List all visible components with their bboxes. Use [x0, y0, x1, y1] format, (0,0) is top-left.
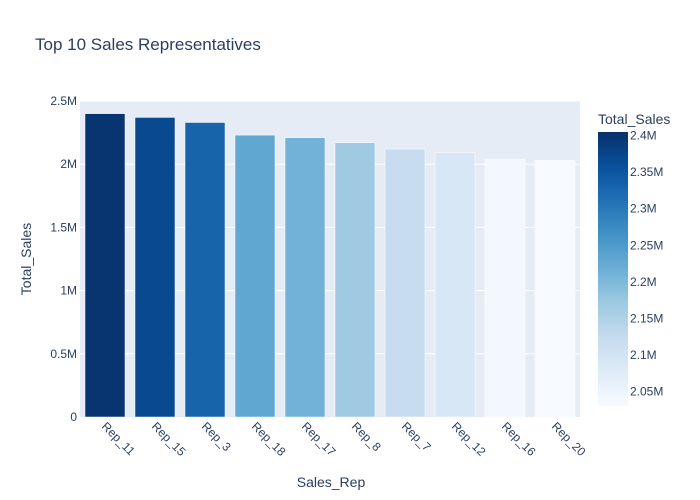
bar-rep-20 [534, 160, 576, 418]
x-tick-label: Rep_7 [399, 419, 434, 454]
bar-rep-15 [134, 117, 176, 418]
colorbar-tick-label: 2.2M [630, 275, 657, 289]
colorbar-tick-labels: 2.05M 2.1M 2.15M 2.2M 2.25M 2.3M 2.35M 2.4M [630, 129, 663, 399]
x-tick-label: Rep_16 [499, 419, 539, 459]
colorbar-tick-label: 2.4M [630, 129, 657, 143]
x-tick-label: Rep_8 [349, 419, 384, 454]
bar-rep-7 [384, 148, 426, 418]
bar-rep-12 [434, 152, 476, 418]
chart-title: Top 10 Sales Representatives [35, 35, 261, 54]
x-tick-label: Rep_17 [299, 419, 339, 459]
y-tick-labels: 0 0.5M 1M 1.5M 2M 2.5M [50, 94, 77, 424]
colorbar-tick-label: 2.35M [630, 165, 663, 179]
x-tick-label: Rep_18 [249, 419, 289, 459]
colorbar-tick-label: 2.1M [630, 348, 657, 362]
y-tick-label: 2M [60, 157, 77, 171]
x-tick-labels: Rep_11 Rep_15 Rep_3 Rep_18 Rep_17 Rep_8 Rep_7 R… [99, 419, 589, 459]
y-axis-label: Total_Sales [18, 223, 34, 295]
bar-rep-11 [84, 113, 126, 418]
bar-rep-18 [234, 134, 276, 418]
colorbar-tick-label: 2.3M [630, 202, 657, 216]
colorbar [598, 132, 628, 406]
y-tick-label: 0.5M [50, 347, 77, 361]
y-tick-label: 1.5M [50, 220, 77, 234]
y-tick-label: 1M [60, 284, 77, 298]
colorbar-tick-label: 2.15M [630, 311, 663, 325]
y-tick-label: 2.5M [50, 94, 77, 108]
colorbar-tick-label: 2.25M [630, 238, 663, 252]
bar-rep-3 [184, 122, 226, 418]
x-tick-label: Rep_3 [199, 419, 234, 454]
x-tick-label: Rep_12 [449, 419, 489, 459]
bars [84, 113, 576, 418]
x-axis-label: Sales_Rep [297, 474, 366, 490]
bar-rep-17 [284, 137, 326, 418]
x-tick-label: Rep_20 [549, 419, 589, 459]
bar-rep-16 [484, 158, 526, 418]
bar-rep-8 [334, 142, 376, 418]
colorbar-title: Total_Sales [598, 111, 670, 127]
x-tick-label: Rep_15 [149, 419, 189, 459]
y-tick-label: 0 [70, 410, 77, 424]
colorbar-tick-label: 2.05M [630, 384, 663, 398]
x-tick-label: Rep_11 [99, 419, 138, 458]
